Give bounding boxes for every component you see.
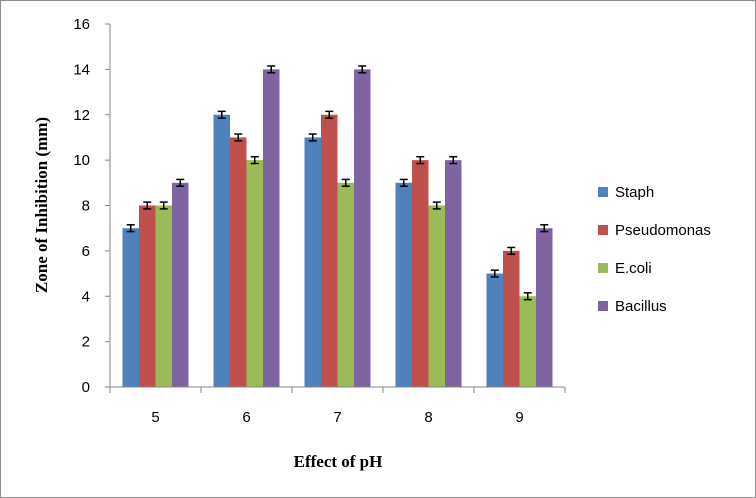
y-tick-label: 10 <box>73 152 90 169</box>
x-tick-label: 7 <box>333 409 341 426</box>
bar <box>354 69 371 387</box>
bar <box>428 205 445 387</box>
y-tick-label: 16 <box>73 16 90 33</box>
x-axis-ticks: 5 6 7 8 9 <box>109 387 566 426</box>
legend-label: Pseudomonas <box>615 222 711 239</box>
y-tick-label: 4 <box>82 288 90 305</box>
legend-swatch <box>598 187 608 197</box>
x-tick-label: 8 <box>424 409 432 426</box>
y-tick-label: 14 <box>73 61 90 78</box>
bar <box>445 160 462 387</box>
bar <box>304 137 321 387</box>
x-axis-title: Effect of pH <box>294 452 383 471</box>
bar <box>213 114 230 387</box>
y-tick-label: 6 <box>82 243 90 260</box>
bars <box>122 69 553 387</box>
y-tick-label: 8 <box>82 198 90 215</box>
bar <box>412 160 429 387</box>
bar <box>519 296 536 387</box>
y-axis-title: Zone of Inhibition (mm) <box>32 117 51 293</box>
y-tick-label: 0 <box>82 379 90 396</box>
bar <box>337 182 354 387</box>
bar <box>122 228 139 387</box>
legend-label: Bacillus <box>615 298 667 315</box>
legend-label: Staph <box>615 184 654 201</box>
y-tick-label: 2 <box>82 334 90 351</box>
bar <box>503 250 520 387</box>
error-bars <box>126 65 549 301</box>
x-tick-label: 5 <box>151 409 159 426</box>
x-tick-label: 6 <box>242 409 250 426</box>
legend-swatch <box>598 263 608 273</box>
bar <box>230 137 247 387</box>
legend-swatch <box>598 301 608 311</box>
bar <box>155 205 172 387</box>
legend-swatch <box>598 225 608 235</box>
legend-label: E.coli <box>615 260 652 277</box>
bar <box>321 114 338 387</box>
bar <box>263 69 280 387</box>
bar <box>486 273 503 387</box>
bar <box>536 228 553 387</box>
y-tick-label: 12 <box>73 107 90 124</box>
bar <box>246 160 263 387</box>
bar <box>139 205 156 387</box>
bar <box>172 182 189 387</box>
legend: Staph Pseudomonas E.coli Bacillus <box>598 184 711 315</box>
y-axis-ticks: 0 2 4 6 8 10 12 14 16 <box>73 16 110 396</box>
x-tick-label: 9 <box>515 409 523 426</box>
axes <box>109 24 565 388</box>
bar <box>395 182 412 387</box>
